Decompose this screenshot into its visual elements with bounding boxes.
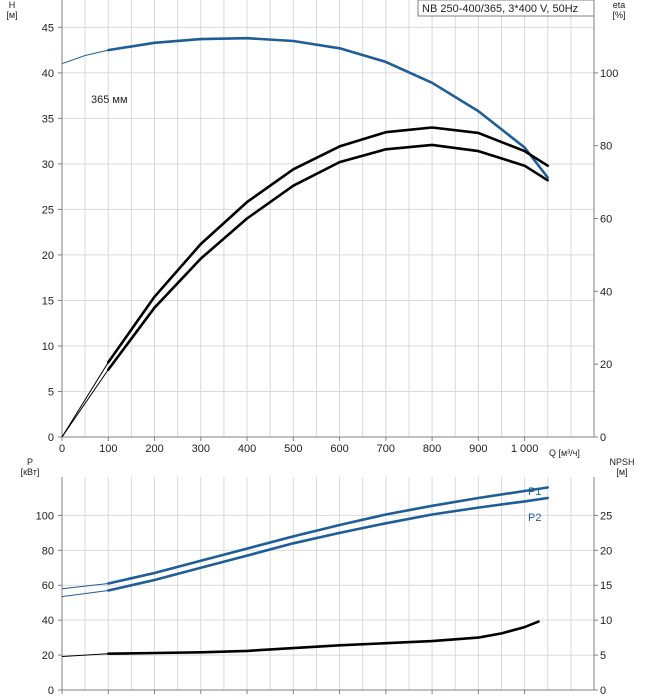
x-tick-label: 1 000 [511, 443, 539, 455]
power-panel-series-2-line [107, 620, 540, 655]
left-tick-label: 40 [42, 68, 54, 80]
title-box [417, 0, 595, 17]
left-tick-label: 0 [48, 432, 54, 444]
power-panel-series-2-thin [61, 653, 109, 657]
power-panel-series-1-line [107, 496, 549, 592]
head-panel-series-2-line [107, 143, 549, 371]
left-tick-label: 45 [42, 22, 54, 34]
right-tick-label: 80 [600, 141, 612, 153]
p2-label: P2 [528, 512, 541, 524]
x-tick-label: 900 [469, 443, 487, 455]
right-tick-label: 100 [600, 68, 618, 80]
left-tick-label: 5 [48, 386, 54, 398]
tick-labels: 0510152025303540450204060801000204060801… [36, 22, 619, 697]
left-tick-label: 80 [42, 545, 54, 557]
grid [62, 0, 594, 690]
right-tick-label: 20 [600, 545, 612, 557]
right-tick-label: 60 [600, 214, 612, 226]
left-tick-label: 15 [42, 295, 54, 307]
left-tick-label: 35 [42, 113, 54, 125]
left-tick-label: 10 [42, 341, 54, 353]
p-axis-title: P [кВт] [21, 457, 40, 477]
left-tick-label: 25 [42, 204, 54, 216]
x-tick-label: 500 [284, 443, 302, 455]
x-tick-label: 200 [145, 443, 163, 455]
q-axis-title: Q [м³/ч] [549, 448, 580, 458]
right-tick-label: 10 [600, 615, 612, 627]
left-tick-label: 20 [42, 650, 54, 662]
head-panel-series-1-thin [61, 362, 109, 438]
power-panel-series-1-thin [61, 590, 109, 598]
right-tick-label: 15 [600, 580, 612, 592]
right-tick-label: 40 [600, 286, 612, 298]
h-axis-title: H [м] [6, 0, 17, 20]
x-tick-label: 400 [238, 443, 256, 455]
curves [61, 36, 549, 657]
right-tick-label: 20 [600, 359, 612, 371]
head-panel-series-0-thin [61, 49, 109, 65]
impeller-label: 365 мм [91, 94, 128, 106]
power-panel-series-0-line [107, 486, 549, 585]
power-panel-series-0-thin [61, 583, 109, 590]
plot-frames [61, 0, 595, 691]
x-tick-label: 700 [377, 443, 395, 455]
left-tick-label: 30 [42, 159, 54, 171]
x-tick-label: 800 [423, 443, 441, 455]
left-tick-label: 0 [48, 685, 54, 697]
right-tick-label: 0 [600, 685, 606, 697]
head-panel-series-0-line [107, 36, 549, 179]
left-tick-label: 40 [42, 615, 54, 627]
p1-label: P1 [528, 486, 541, 498]
eta-axis-title: eta [%] [612, 0, 625, 20]
chart-title: NB 250-400/365, 3*400 V, 50Hz [422, 3, 578, 15]
right-tick-label: 0 [600, 432, 606, 444]
head-panel-series-2-thin [61, 369, 109, 438]
head-panel-series-1-line [107, 126, 549, 364]
x-tick-label: 300 [192, 443, 210, 455]
right-tick-label: 25 [600, 510, 612, 522]
x-tick-label: 600 [330, 443, 348, 455]
left-tick-label: 100 [36, 510, 54, 522]
left-tick-label: 60 [42, 580, 54, 592]
x-tick-label: 100 [99, 443, 117, 455]
left-tick-label: 20 [42, 250, 54, 262]
right-tick-label: 5 [600, 650, 606, 662]
x-tick-label: 0 [59, 443, 65, 455]
npsh-axis-title: NPSH [м] [609, 457, 634, 477]
